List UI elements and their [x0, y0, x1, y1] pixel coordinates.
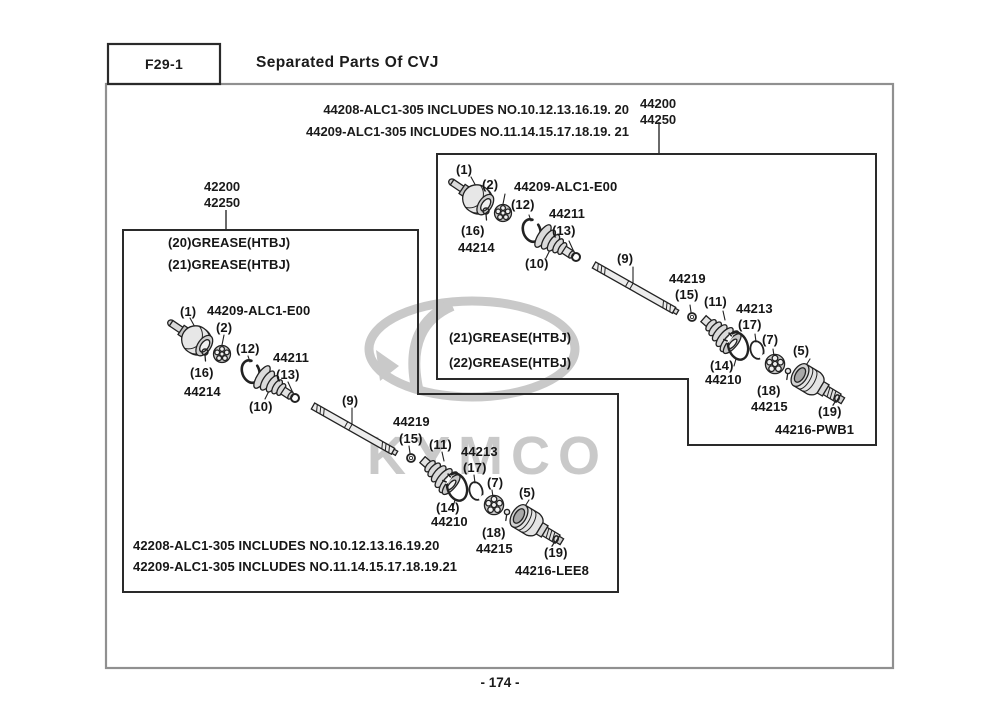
cvj-assembly-right [439, 166, 852, 414]
left-assembly-box [122, 229, 619, 593]
section-code: F29-1 [144, 56, 184, 72]
page-number: - 174 - [480, 675, 520, 690]
outer-border [104, 82, 895, 670]
page-title: Separated Parts Of CVJ [256, 54, 439, 71]
kymco-logo-watermark: KYMCO [364, 296, 608, 486]
includes-note: 44208-ALC1-305 INCLUDES NO.10.12.13.16.1… [323, 102, 629, 117]
part-number: 42200 [204, 179, 241, 194]
section-code-box [106, 42, 222, 86]
part-number: 42250 [204, 194, 241, 210]
watermark-text: KYMCO [367, 426, 608, 486]
includes-note: 44209-ALC1-305 INCLUDES NO.11.14.15.17.1… [305, 124, 629, 139]
right-assembly-part-numbers: 44200 44250 [640, 96, 676, 127]
left-assembly-part-numbers: 42200 42250 [204, 179, 240, 210]
part-number: 44250 [640, 111, 677, 127]
part-number: 44200 [640, 96, 677, 111]
right-assembly-box [436, 153, 877, 446]
top-includes-notes: 44208-ALC1-305 INCLUDES NO.10.12.13.16.1… [306, 99, 629, 143]
